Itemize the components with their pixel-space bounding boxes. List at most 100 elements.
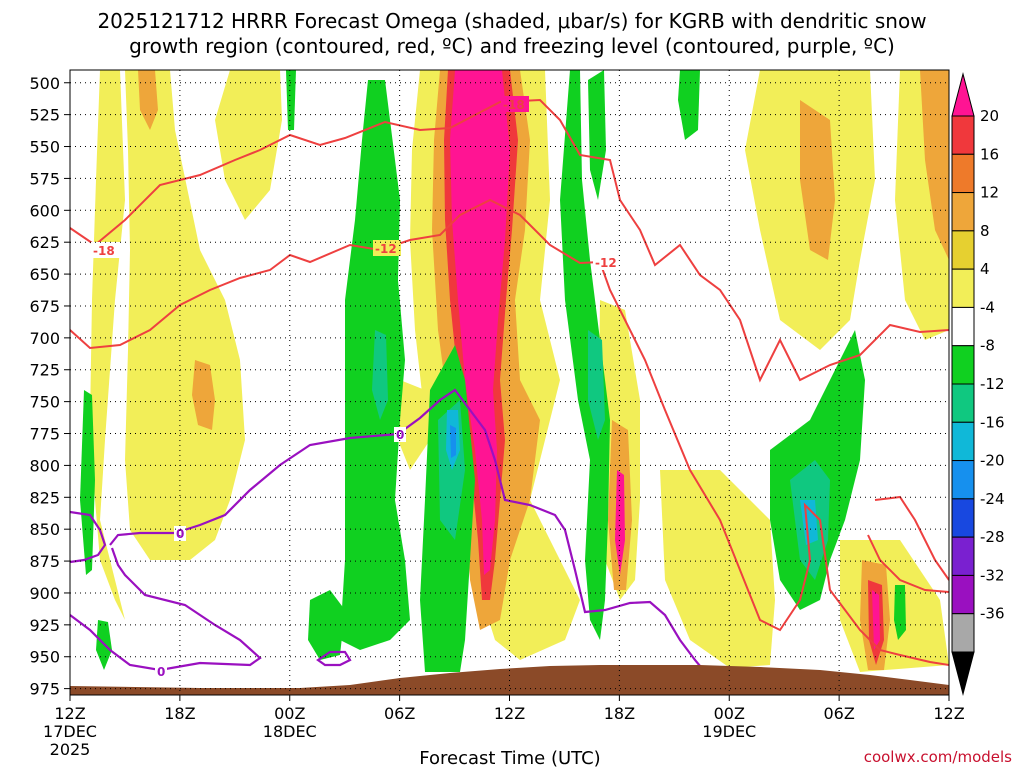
freezing-label-left: 0 <box>176 527 184 541</box>
colorbar-segment-9 <box>951 460 975 500</box>
colorbar-label-2: 12 <box>980 184 999 202</box>
yellow-region-upslope <box>125 70 245 560</box>
green-region-low-early <box>308 590 345 660</box>
green-region-post-core <box>560 70 610 640</box>
xtick-label-6: 00Z <box>714 704 745 723</box>
orange-region-right-top <box>800 100 835 260</box>
xtick-date-6: 19DEC <box>702 722 756 741</box>
colorbar-label-6: -8 <box>980 337 995 355</box>
dgz-late-loop-lower <box>867 534 949 593</box>
ytick-label-575: 575 <box>29 169 60 188</box>
colorbar-segment-12 <box>951 574 975 615</box>
colorbar-segment-8 <box>951 421 975 462</box>
ytick-label-775: 775 <box>29 425 60 444</box>
green-region-top-plume <box>588 70 606 200</box>
colorbar-segment-4 <box>951 268 975 308</box>
colorbar-label-13: -36 <box>980 605 1005 623</box>
ytick-label-800: 800 <box>29 456 60 475</box>
green-region-top-sliver <box>286 70 296 130</box>
xtick-year-0: 2025 <box>50 740 91 759</box>
dgz-label-warm-right: -12 <box>595 256 617 270</box>
yellow-region-pre-core <box>398 380 430 470</box>
colorbar-label-10: -24 <box>980 490 1005 508</box>
ytick-label-500: 500 <box>29 74 60 93</box>
dgz-label-cold-left: -18 <box>93 244 115 258</box>
ytick-label-700: 700 <box>29 329 60 348</box>
colorbar-label-8: -16 <box>980 413 1005 431</box>
ytick-label-650: 650 <box>29 265 60 284</box>
colorbar-label-4: 4 <box>980 260 990 278</box>
freezing-upper-contour <box>109 388 706 673</box>
green-region-top-mid <box>678 70 700 140</box>
colorbar-label-7: -12 <box>980 375 1005 393</box>
omega-negative-shading <box>80 70 906 672</box>
y-axis: 500 525 550 575 600 625 650 675 700 725 750 775 800 8… <box>29 74 70 699</box>
colorbar-segment-13 <box>951 613 975 653</box>
teal-region-post-core <box>588 330 605 440</box>
colorbar-segment-10 <box>951 498 975 538</box>
ytick-label-925: 925 <box>29 616 60 635</box>
dgz-cold-contour <box>70 98 949 383</box>
yellow-region-lower-right <box>660 470 775 668</box>
credit-text: coolwx.com/models <box>864 748 1012 766</box>
colorbar-label-3: 8 <box>980 222 990 240</box>
dgz-late-loop <box>874 495 949 581</box>
plot-area: -18 -18 -12 -12 0 0 0 <box>70 70 949 695</box>
dgz-label-warm-left: -12 <box>375 242 397 256</box>
ytick-label-975: 975 <box>29 680 60 699</box>
colorbar-segment-3 <box>951 230 975 270</box>
green-region-left-small <box>80 390 95 575</box>
freezing-label-bottom: 0 <box>157 665 165 679</box>
x-axis-title: Forecast Time (UTC) <box>419 748 600 768</box>
chart-title-line2: growth region (contoured, red, ºC) and f… <box>129 34 895 58</box>
ytick-label-525: 525 <box>29 106 60 125</box>
colorbar-segment-2 <box>951 192 975 232</box>
magenta-region-late-lift <box>872 590 880 650</box>
freezing-level-contours <box>70 388 706 673</box>
freezing-main-contour <box>70 510 107 564</box>
xtick-label-1: 18Z <box>164 704 195 723</box>
ytick-label-625: 625 <box>29 233 60 252</box>
ytick-label-600: 600 <box>29 201 60 220</box>
magenta-region-core <box>450 70 510 575</box>
colorbar-top-arrow <box>951 72 975 117</box>
colorbar-segment-5 <box>951 306 975 347</box>
colorbar-label-1: 16 <box>980 145 999 163</box>
xtick-label-5: 18Z <box>604 704 635 723</box>
yellow-region-left-edge <box>90 70 125 620</box>
ytick-label-850: 850 <box>29 520 60 539</box>
colorbar-label-12: -32 <box>980 566 1005 584</box>
xtick-date-0: 17DEC <box>43 722 97 741</box>
colorbar-segment-11 <box>951 536 975 576</box>
xtick-label-4: 12Z <box>494 704 525 723</box>
colorbar-bottom-arrow <box>951 651 975 696</box>
cyan-region-lower-right <box>800 500 818 545</box>
freezing-lower-contour <box>70 547 262 672</box>
freezing-small-loop <box>316 650 352 667</box>
colorbar-segment-0 <box>951 115 975 155</box>
ytick-label-675: 675 <box>29 297 60 316</box>
ytick-label-950: 950 <box>29 648 60 667</box>
ytick-label-825: 825 <box>29 488 60 507</box>
colorbar-label-5: -4 <box>980 298 995 316</box>
orange-region-upslope-top <box>138 70 158 130</box>
contour-labels: -18 -18 -12 -12 0 0 0 <box>91 96 621 679</box>
teal-region-early-column <box>372 330 388 420</box>
colorbar-label-0: 20 <box>980 107 999 125</box>
yellow-region-high-cap <box>215 70 282 220</box>
colorbar-segment-7 <box>951 383 975 423</box>
ytick-label-550: 550 <box>29 138 60 157</box>
green-region-right-low <box>894 585 906 640</box>
colorbar-label-9: -20 <box>980 452 1005 470</box>
ytick-label-725: 725 <box>29 361 60 380</box>
xtick-label-2: 00Z <box>274 704 305 723</box>
colorbar-label-11: -28 <box>980 528 1005 546</box>
colorbar-segment-1 <box>951 153 975 194</box>
ytick-label-875: 875 <box>29 552 60 571</box>
blue-region-pre-core <box>450 425 456 458</box>
ytick-label-750: 750 <box>29 393 60 412</box>
orange-region-right-edge <box>920 70 949 260</box>
chart-title-line1: 2025121712 HRRR Forecast Omega (shaded, … <box>97 9 926 33</box>
